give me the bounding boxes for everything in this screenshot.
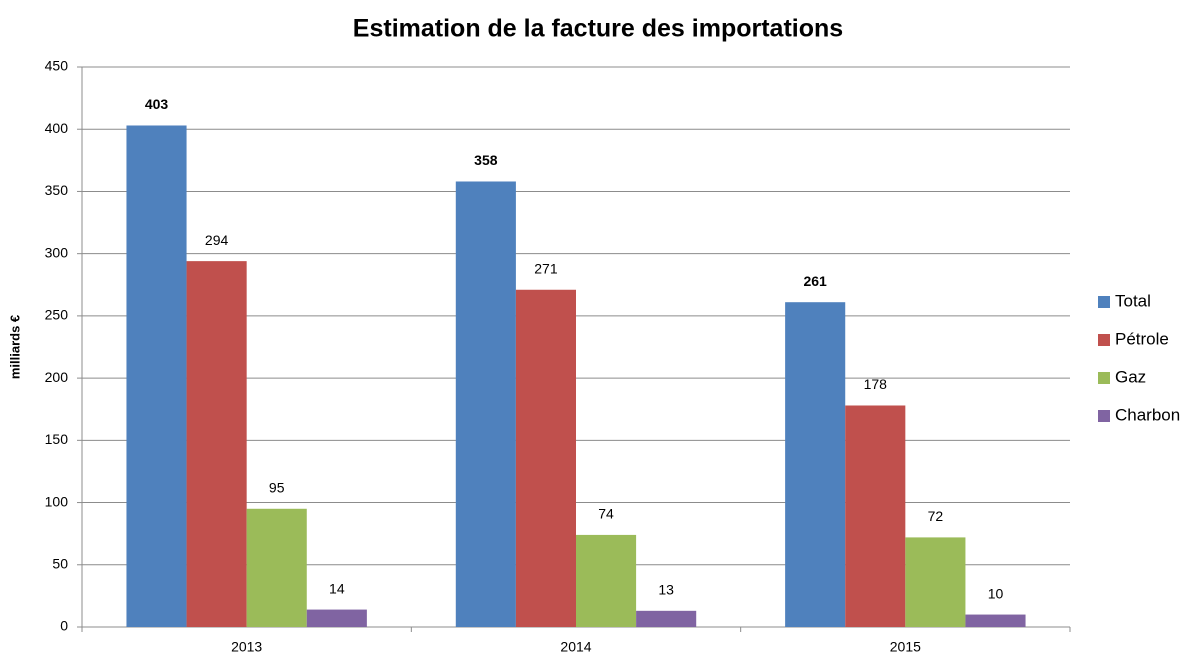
data-label: 14	[329, 580, 345, 596]
bar	[905, 537, 966, 627]
data-label: 294	[205, 232, 229, 248]
legend-swatch	[1098, 296, 1110, 308]
data-label: 358	[474, 152, 498, 168]
y-tick-label: 300	[45, 244, 69, 260]
bar	[246, 508, 307, 627]
y-axis-label: milliards €	[7, 315, 22, 379]
y-tick-label: 50	[52, 555, 68, 571]
x-tick-label: 2013	[231, 639, 262, 655]
data-label: 10	[988, 585, 1004, 601]
bar	[576, 534, 637, 627]
bar	[965, 614, 1026, 627]
bar	[845, 405, 906, 627]
y-tick-label: 250	[45, 307, 69, 323]
bar	[126, 125, 187, 627]
data-label: 261	[803, 273, 827, 289]
data-label: 271	[534, 260, 558, 276]
legend-label: Charbon	[1115, 405, 1180, 424]
y-tick-label: 100	[45, 493, 69, 509]
data-label: 74	[598, 506, 614, 522]
data-label: 95	[269, 479, 285, 495]
y-tick-label: 400	[45, 120, 69, 136]
bar	[306, 609, 367, 627]
legend-swatch	[1098, 410, 1110, 422]
bar	[785, 302, 846, 627]
y-tick-label: 350	[45, 182, 69, 198]
data-label: 72	[928, 508, 944, 524]
y-tick-label: 200	[45, 369, 69, 385]
bar	[455, 181, 516, 627]
legend-label: Total	[1115, 291, 1151, 310]
legend-swatch	[1098, 334, 1110, 346]
bar	[636, 610, 697, 627]
y-tick-label: 450	[45, 58, 69, 74]
x-tick-label: 2015	[890, 639, 921, 655]
y-tick-label: 0	[60, 618, 68, 634]
data-label: 13	[658, 582, 674, 598]
chart-title: Estimation de la facture des importation…	[353, 15, 843, 43]
y-tick-label: 150	[45, 431, 69, 447]
bar	[186, 261, 247, 627]
legend-label: Pétrole	[1115, 329, 1169, 348]
legend-label: Gaz	[1115, 367, 1146, 386]
data-label: 403	[145, 96, 169, 112]
bar	[515, 289, 576, 627]
legend-swatch	[1098, 372, 1110, 384]
data-label: 178	[864, 376, 888, 392]
x-tick-label: 2014	[560, 639, 591, 655]
